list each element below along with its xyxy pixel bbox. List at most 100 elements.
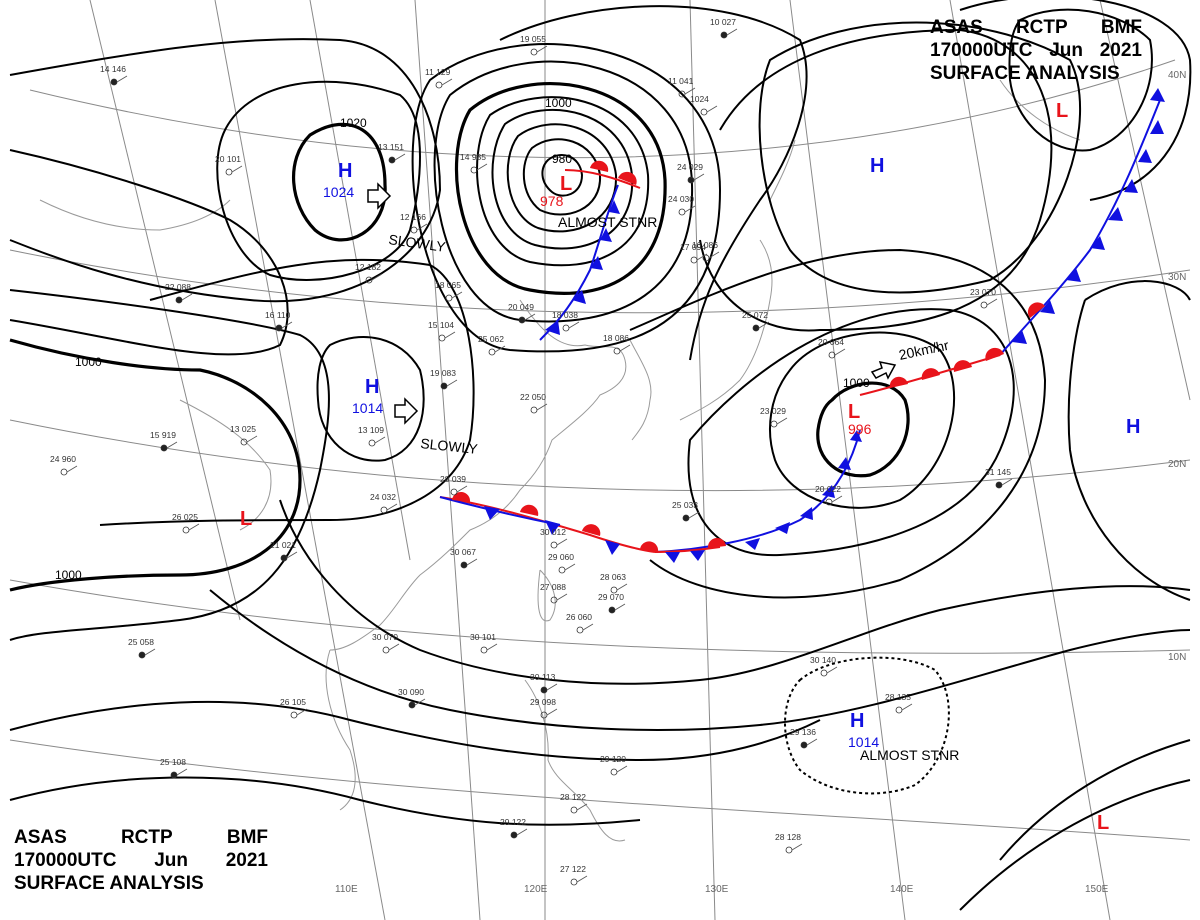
wind-barb-icon: [516, 828, 528, 836]
station-plot: 28 128: [775, 832, 803, 854]
station-circle-icon: [682, 514, 690, 522]
lon-label-110: 110E: [335, 884, 358, 895]
lat-label-30: 30N: [1168, 272, 1186, 283]
motion-label: ALMOST STNR: [860, 747, 959, 763]
station-circle-icon: [388, 156, 396, 164]
wind-barb-icon: [826, 666, 838, 674]
station-circle-icon: [110, 78, 118, 86]
station-circle-icon: [608, 606, 616, 614]
station-obs-text: 28 039: [440, 474, 466, 484]
station-plot: 30 067: [450, 547, 478, 569]
station-plot: 29 060: [548, 552, 576, 574]
station-plot: 25 108: [160, 757, 188, 779]
station-obs-text: 29 122: [500, 817, 526, 827]
station-plot: 30 070: [372, 632, 400, 654]
station-obs-text: 22 088: [165, 282, 191, 292]
station-plot: 29 098: [530, 697, 558, 719]
station-obs-text: 24 960: [50, 454, 76, 464]
wind-barb-icon: [386, 503, 398, 511]
wind-barb-icon: [576, 875, 588, 883]
station-obs-text: 26 060: [566, 612, 592, 622]
wind-barb-icon: [758, 321, 770, 329]
wind-barb-icon: [546, 708, 558, 716]
lat-label-40: 40N: [1168, 70, 1186, 81]
station-circle-icon: [280, 554, 288, 562]
station-plot: 30 012: [540, 527, 568, 549]
station-plot: 24 029: [677, 162, 705, 184]
motion-label: SLOWLY: [420, 435, 479, 457]
low-center: L: [1056, 100, 1068, 122]
station-plot: 20 049: [508, 302, 536, 324]
station-obs-text: 30 067: [450, 547, 476, 557]
wind-barb-icon: [688, 511, 700, 519]
isobar-label: 1000: [75, 355, 102, 369]
station-obs-text: 13 109: [358, 425, 384, 435]
station-obs-text: 25 033: [672, 500, 698, 510]
station-plot: 31 145: [985, 467, 1013, 489]
station-plot: 28 122: [560, 792, 588, 814]
station-circle-icon: [440, 382, 448, 390]
station-plot: 30 101: [470, 632, 498, 654]
station-obs-text: 31 145: [985, 467, 1011, 477]
station-obs-text: 30 113: [530, 672, 556, 682]
station-obs-text: 28 128: [775, 832, 801, 842]
station-plot: 15 919: [150, 430, 178, 452]
station-obs-text: 20 064: [818, 337, 844, 347]
wind-barb-icon: [281, 321, 293, 329]
wind-barb-icon: [188, 523, 200, 531]
wind-barb-icon: [446, 379, 458, 387]
header-line-1: ASAS RCTP BMF: [930, 17, 1142, 38]
station-obs-text: 15 104: [428, 320, 454, 330]
wind-barb-icon: [684, 205, 696, 213]
wind-barb-icon: [66, 465, 78, 473]
station-obs-text: 26 025: [172, 512, 198, 522]
station-plot: 23 029: [760, 406, 788, 428]
station-obs-text: 28 122: [560, 792, 586, 802]
wind-barb-icon: [116, 75, 128, 83]
wind-barb-icon: [246, 435, 258, 443]
station-plot: 21 021: [270, 540, 298, 562]
station-obs-text: 22 050: [520, 392, 546, 402]
low-center: L: [240, 508, 252, 530]
station-plot: 27 122: [560, 864, 588, 886]
wind-barb-icon: [582, 623, 594, 631]
wind-barb-icon: [536, 45, 548, 53]
station-obs-text: 1024: [690, 94, 709, 104]
station-plot: 20 064: [818, 337, 846, 359]
station-plot: 25 072: [742, 310, 770, 332]
station-plot: 24 032: [370, 492, 398, 514]
isobar-label: 1000: [545, 96, 572, 110]
station-obs-text: 24 032: [370, 492, 396, 502]
station-circle-icon: [800, 741, 808, 749]
wind-barb-icon: [831, 495, 843, 503]
station-plot: 25 062: [478, 334, 506, 356]
station-plot: 24 960: [50, 454, 78, 476]
wind-barb-icon: [416, 223, 428, 231]
wind-barb-icon: [536, 403, 548, 411]
station-plot: 30 113: [530, 672, 558, 694]
lon-label-130: 130E: [705, 884, 729, 895]
station-plot: 16 110: [265, 310, 293, 332]
station-plot: 14 985: [460, 152, 488, 174]
wind-barb-icon: [834, 348, 846, 356]
wind-barb-icon: [451, 291, 463, 299]
wind-barb-icon: [556, 593, 568, 601]
high-center: H: [850, 710, 864, 732]
wind-barb-icon: [394, 153, 406, 161]
station-circle-icon: [540, 686, 548, 694]
lat-label-20: 20N: [1168, 459, 1186, 470]
wind-barb-icon: [616, 765, 628, 773]
station-circle-icon: [170, 771, 178, 779]
station-circle-icon: [720, 31, 728, 39]
station-obs-text: 11 129: [425, 67, 451, 77]
station-plot: 29 070: [598, 592, 626, 614]
station-plot: 18 065: [435, 280, 463, 302]
station-obs-text: 13 025: [230, 424, 256, 434]
wind-barb-icon: [181, 293, 193, 301]
station-obs-text: 11 041: [668, 76, 694, 86]
motion-labels: SLOWLY SLOWLY ALMOST STNR 20km/hr ALMOST…: [388, 214, 960, 763]
station-obs-text: 30 140: [810, 655, 836, 665]
wind-barb-icon: [901, 703, 913, 711]
header-bottom: ASAS RCTP BMF 170000UTC Jun 2021 SURFACE…: [14, 826, 268, 895]
wind-barb-icon: [296, 708, 308, 716]
